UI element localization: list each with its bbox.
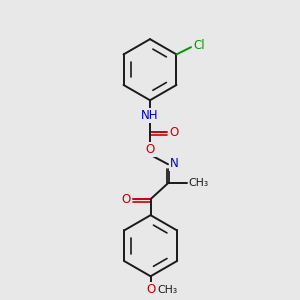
Text: CH₃: CH₃ xyxy=(157,285,177,295)
Text: O: O xyxy=(122,193,131,206)
Text: O: O xyxy=(146,284,155,296)
Text: NH: NH xyxy=(141,109,158,122)
Text: CH₃: CH₃ xyxy=(188,178,208,188)
Text: N: N xyxy=(170,157,179,170)
Text: Cl: Cl xyxy=(193,39,205,52)
Text: O: O xyxy=(170,126,179,139)
Text: O: O xyxy=(146,142,154,156)
